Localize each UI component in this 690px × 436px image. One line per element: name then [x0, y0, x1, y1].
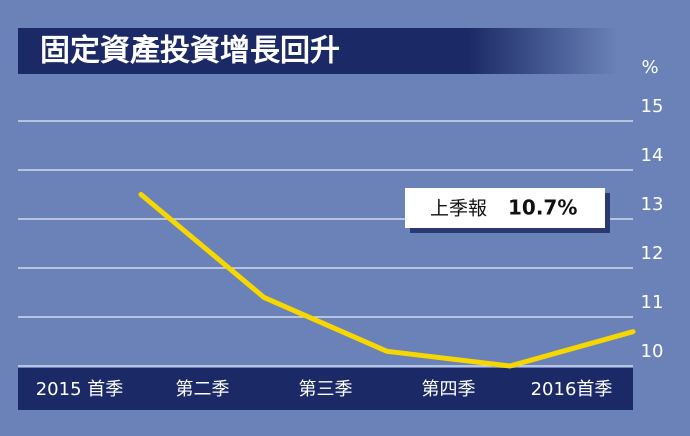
x-tick-label: 2016首季 [531, 379, 613, 400]
title-bar [18, 28, 618, 74]
chart-title: 固定資產投資增長回升 [40, 34, 340, 69]
x-tick-label: 第二季 [176, 379, 230, 400]
y-tick-label: 14 [641, 145, 664, 166]
category-bar [18, 368, 633, 410]
y-unit: % [641, 57, 658, 78]
annotation-box [405, 188, 605, 228]
x-tick-label: 第四季 [422, 379, 476, 400]
y-tick-label: 12 [641, 243, 664, 264]
x-tick-label: 第三季 [299, 379, 353, 400]
annotation-value: 10.7% [508, 196, 577, 220]
x-tick-label: 2015 首季 [36, 379, 124, 400]
y-tick-label: 10 [641, 341, 664, 362]
annotation-label: 上季報 [430, 198, 487, 220]
y-tick-label: 11 [641, 292, 664, 313]
data-line [138, 192, 636, 369]
separators [138, 372, 512, 384]
y-tick-label: 15 [641, 96, 664, 117]
y-tick-label: 13 [641, 194, 664, 215]
